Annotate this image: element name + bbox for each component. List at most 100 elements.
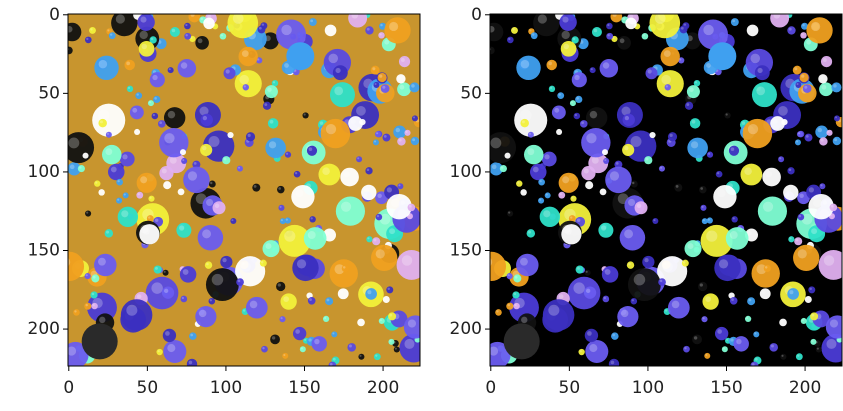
blob bbox=[94, 253, 117, 277]
blob-highlight bbox=[307, 231, 316, 239]
blob-highlight bbox=[707, 218, 710, 221]
blob bbox=[832, 136, 842, 146]
blob bbox=[725, 227, 749, 250]
blob bbox=[804, 133, 813, 142]
blob bbox=[102, 144, 122, 165]
blob-highlight bbox=[558, 294, 564, 299]
blob bbox=[819, 183, 826, 190]
blob bbox=[516, 55, 541, 81]
blob bbox=[729, 296, 738, 305]
blob-highlight bbox=[389, 21, 399, 32]
blob bbox=[561, 224, 582, 245]
blob-highlight bbox=[520, 59, 530, 69]
blob-highlight bbox=[748, 26, 753, 31]
blob bbox=[278, 224, 311, 257]
blob-highlight bbox=[265, 243, 272, 250]
blob-highlight bbox=[92, 303, 95, 307]
blob-highlight bbox=[155, 266, 158, 270]
blob bbox=[192, 160, 201, 169]
blob-highlight bbox=[693, 336, 698, 340]
blob-highlight bbox=[529, 29, 532, 32]
blob-highlight bbox=[797, 249, 807, 259]
x-tick-label: 50 bbox=[137, 378, 159, 398]
blob-highlight bbox=[185, 34, 188, 37]
blob-highlight bbox=[398, 138, 402, 142]
blob bbox=[787, 26, 796, 35]
blob bbox=[189, 332, 197, 340]
blob bbox=[714, 254, 741, 282]
blob bbox=[311, 336, 327, 352]
blob bbox=[236, 278, 244, 286]
blob bbox=[195, 36, 209, 50]
blob-highlight bbox=[811, 339, 814, 343]
blob bbox=[700, 224, 733, 257]
blob bbox=[516, 253, 539, 277]
blob-highlight bbox=[576, 97, 579, 100]
blob-highlight bbox=[603, 296, 607, 300]
blob bbox=[149, 72, 165, 88]
blob-highlight bbox=[91, 292, 95, 296]
blob bbox=[149, 36, 157, 44]
blob-highlight bbox=[123, 193, 126, 196]
blob bbox=[584, 328, 599, 343]
blob-highlight bbox=[519, 109, 532, 122]
blob bbox=[585, 181, 594, 190]
blob-highlight bbox=[806, 39, 812, 45]
blob bbox=[804, 296, 812, 303]
blob bbox=[397, 183, 404, 190]
blob bbox=[279, 316, 286, 323]
blob bbox=[151, 112, 159, 120]
blob bbox=[622, 113, 635, 127]
blob-highlight bbox=[805, 134, 809, 138]
blob-highlight bbox=[202, 146, 207, 151]
blob bbox=[245, 132, 256, 142]
blob bbox=[373, 81, 380, 88]
blob-highlight bbox=[699, 283, 703, 287]
blob-highlight bbox=[179, 225, 185, 231]
blob-highlight bbox=[600, 189, 604, 193]
blob bbox=[104, 229, 114, 238]
blob bbox=[375, 213, 383, 221]
blob bbox=[396, 74, 406, 84]
blob bbox=[630, 180, 638, 188]
blob bbox=[270, 334, 280, 345]
blob-highlight bbox=[781, 354, 784, 357]
blob bbox=[108, 163, 125, 181]
blob-highlight bbox=[663, 50, 671, 57]
blob-highlight bbox=[376, 132, 379, 135]
blob-highlight bbox=[694, 81, 698, 84]
blob bbox=[407, 203, 416, 212]
blob-highlight bbox=[319, 121, 324, 125]
blob bbox=[499, 164, 507, 173]
blob bbox=[234, 70, 262, 98]
blob-highlight bbox=[718, 259, 729, 269]
blob bbox=[602, 295, 610, 303]
blob-highlight bbox=[69, 164, 75, 170]
blob bbox=[393, 125, 407, 139]
blob bbox=[652, 218, 659, 225]
blob-highlight bbox=[151, 282, 163, 294]
blob-highlight bbox=[241, 50, 249, 57]
blob-highlight bbox=[514, 303, 517, 307]
blob-highlight bbox=[379, 33, 382, 36]
blob bbox=[129, 105, 144, 120]
blob-highlight bbox=[407, 319, 417, 328]
blob bbox=[256, 57, 263, 64]
blob-highlight bbox=[214, 203, 220, 209]
blob bbox=[162, 328, 177, 343]
blob-highlight bbox=[561, 30, 570, 40]
blob-highlight bbox=[746, 316, 749, 320]
blob bbox=[742, 118, 773, 149]
blob bbox=[122, 192, 129, 199]
blob-highlight bbox=[827, 130, 830, 133]
blob-highlight bbox=[210, 181, 213, 185]
blob-highlight bbox=[593, 28, 598, 33]
blob bbox=[583, 286, 597, 299]
blob-highlight bbox=[528, 230, 532, 234]
blob-highlight bbox=[819, 75, 824, 80]
blob-highlight bbox=[690, 141, 699, 149]
blob bbox=[320, 118, 351, 149]
blob bbox=[235, 256, 266, 287]
blob bbox=[608, 358, 620, 366]
